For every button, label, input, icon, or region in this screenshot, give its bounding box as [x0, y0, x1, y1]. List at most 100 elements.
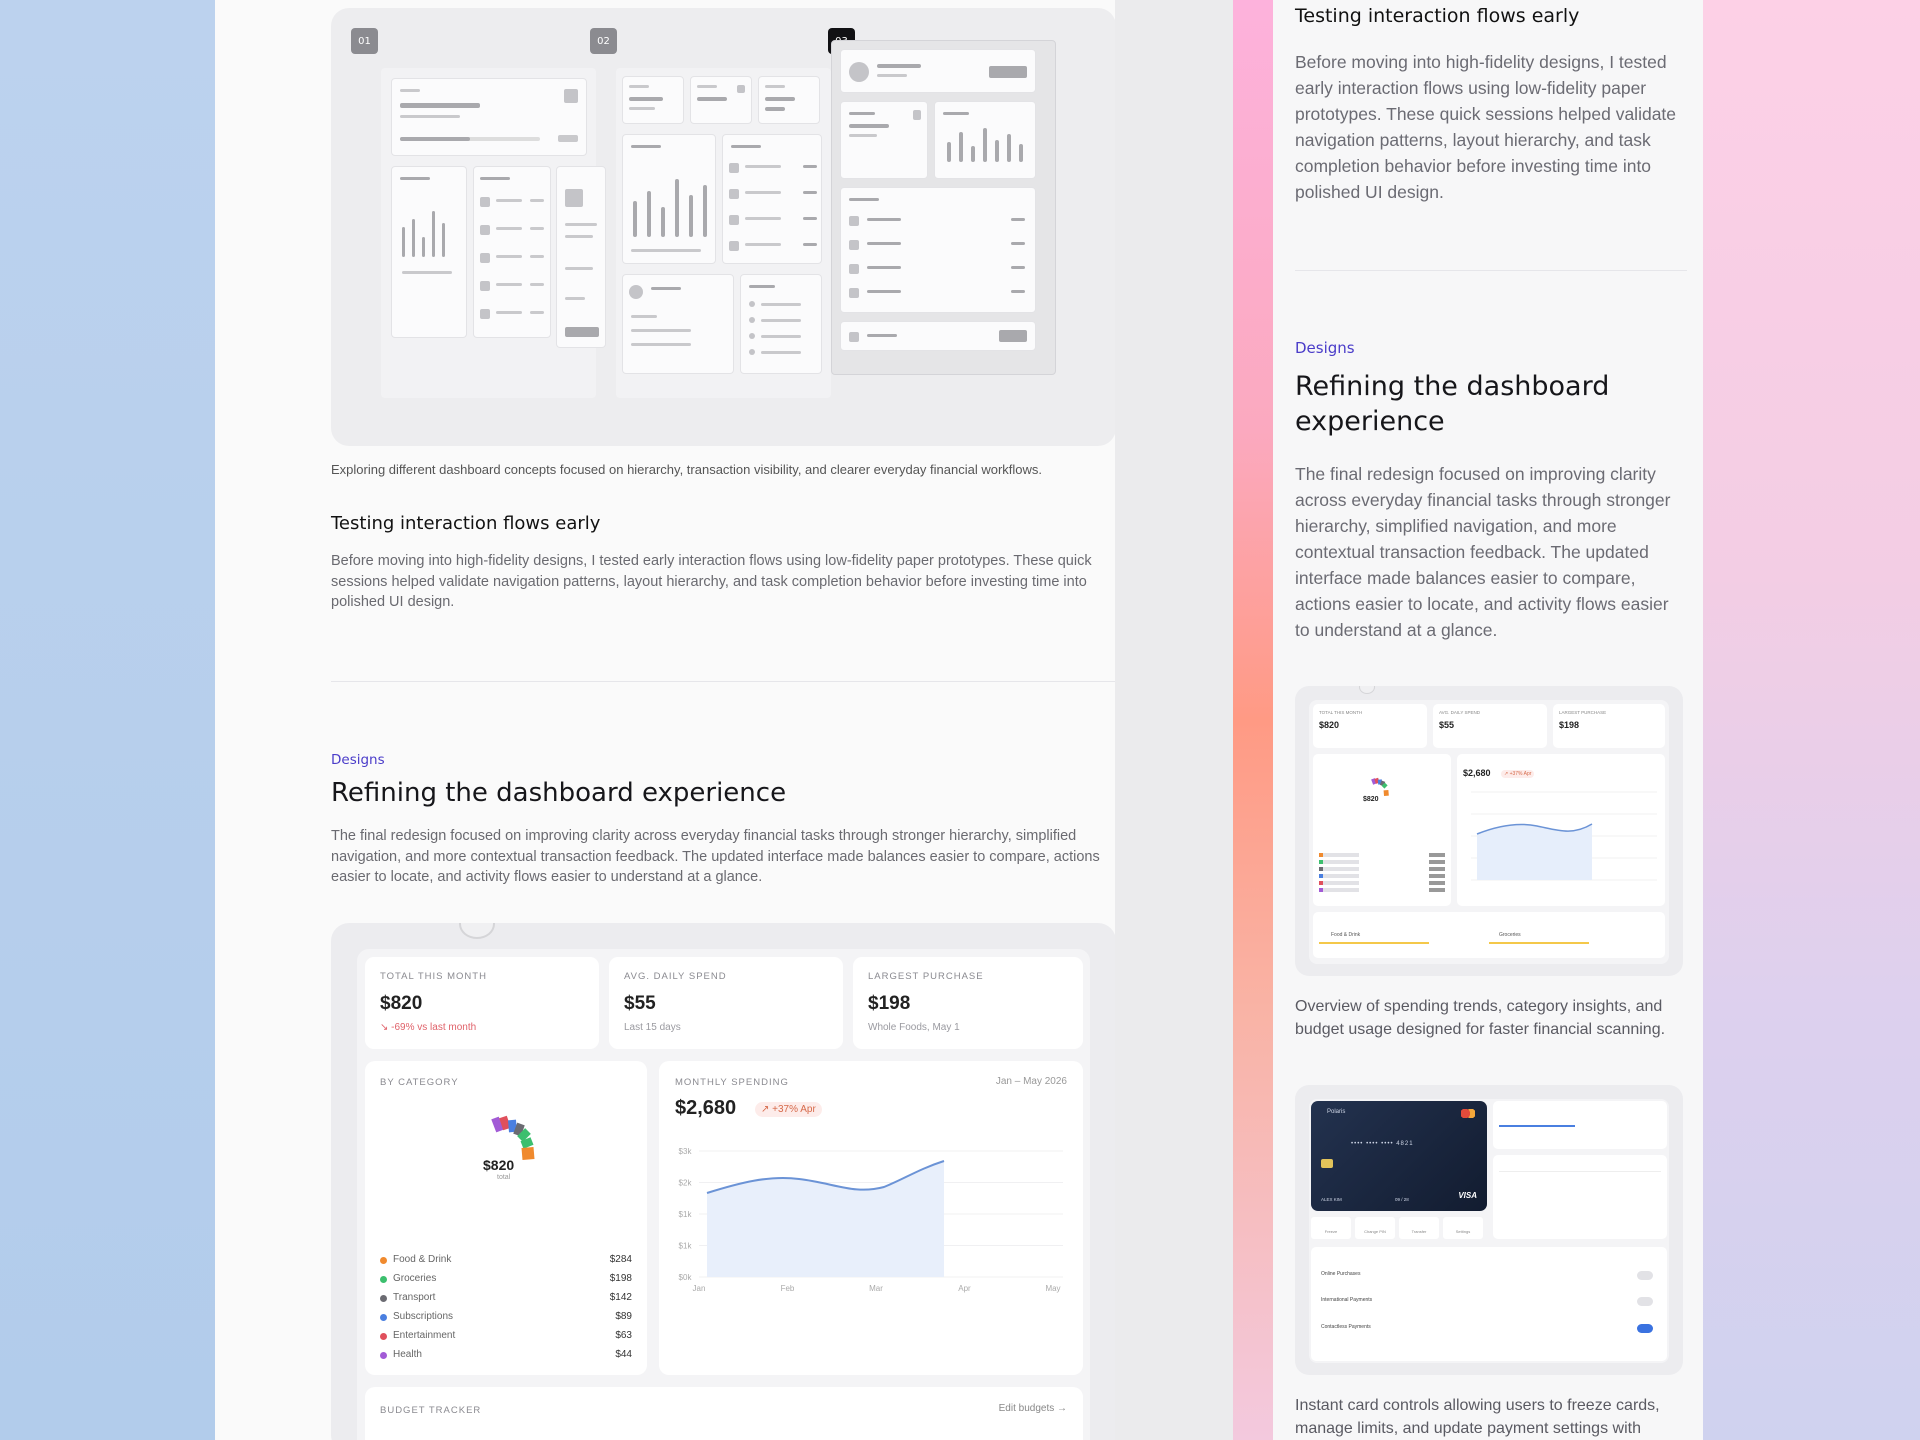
chart-series-line [706, 1160, 945, 1194]
background-gap [1115, 0, 1233, 1440]
chip-icon [1321, 1159, 1333, 1168]
r-card-controls-caption: Instant card controls allowing users to … [1295, 1397, 1660, 1437]
chart-area [707, 1161, 944, 1277]
category-legend-row: Subscriptions $89 [380, 1311, 632, 1325]
r-device-notch [1359, 686, 1375, 694]
legend-value: $198 [609, 1273, 632, 1284]
r-kpi-largest: LARGEST PURCHASE $198 [1553, 704, 1665, 748]
designs-body: The final redesign focused on improving … [331, 828, 1100, 885]
category-total: $820 [483, 1157, 515, 1173]
legend-name: Subscriptions [393, 1311, 454, 1322]
mastercard-icon [1461, 1109, 1475, 1118]
wireframe-badge-02: 02 [590, 28, 617, 54]
edit-budgets-link[interactable]: Edit budgets → [998, 1403, 1067, 1414]
card-controls-mockup: Polaris •••• •••• •••• 4821 ALEX KIM 09 … [1295, 1085, 1683, 1375]
r-designs-eyebrow: Designs [1295, 339, 1355, 357]
legend-dot [380, 1333, 387, 1340]
monthly-range: Jan – May 2026 [995, 1076, 1067, 1087]
toggle-online-purchases-label: Online Purchases [1321, 1271, 1361, 1277]
dashboard-mockup: TOTAL THIS MONTH $820 ↘ -69% vs last mon… [331, 923, 1115, 1440]
chart-y-tick: $0k [679, 1273, 693, 1282]
chart-x-tick: Mar [869, 1284, 883, 1293]
toggle-international[interactable] [1637, 1297, 1653, 1306]
toggle-online-purchases[interactable] [1637, 1271, 1653, 1280]
legend-value: $284 [609, 1254, 632, 1265]
monthly-delta-badge: ↗ +37% Apr [755, 1102, 822, 1117]
chart-x-tick: May [1045, 1284, 1060, 1293]
legend-dot [380, 1295, 387, 1302]
toggle-contactless[interactable] [1637, 1324, 1653, 1333]
r-kpi-total: TOTAL THIS MONTH $820 [1313, 704, 1427, 748]
chart-x-tick: Feb [781, 1284, 795, 1293]
kpi-avg-daily: AVG. DAILY SPEND $55 Last 15 days [609, 957, 843, 1049]
budget-tracker-card: BUDGET TRACKER Edit budgets → [365, 1387, 1083, 1440]
legend-dot [380, 1257, 387, 1264]
category-legend-row: Entertainment $63 [380, 1330, 632, 1344]
wireframe-badge-01: 01 [351, 28, 378, 54]
card-spend-panel [1493, 1101, 1667, 1149]
chart-y-tick: $1k [679, 1210, 693, 1219]
designs-title: Refining the dashboard experience [331, 778, 787, 808]
monthly-spending-card: MONTHLY SPENDING Jan – May 2026 $2,680 ↗… [659, 1061, 1083, 1375]
by-category-card: BY CATEGORY $820 total Food & Drink $284 G… [365, 1061, 647, 1375]
wireframes-mockup: 01 02 03 [331, 8, 1115, 446]
chart-y-tick: $2k [679, 1179, 693, 1188]
r-dashboard-caption: Overview of spending trends, category in… [1295, 998, 1666, 1038]
device-notch [459, 923, 495, 939]
monthly-value: $2,680 [675, 1097, 737, 1119]
r-category-legend [1319, 850, 1445, 895]
credit-card: Polaris •••• •••• •••• 4821 ALEX KIM 09 … [1311, 1101, 1487, 1211]
legend-value: $63 [615, 1330, 632, 1341]
r-dashboard-mockup: TOTAL THIS MONTH $820 AVG. DAILY SPEND $… [1295, 686, 1683, 976]
legend-dot [380, 1276, 387, 1283]
toggle-contactless-label: Contactless Payments [1321, 1324, 1371, 1330]
category-total-sub: total [497, 1174, 511, 1181]
category-legend-row: Transport $142 [380, 1292, 632, 1306]
legend-name: Transport [393, 1292, 436, 1303]
r-designs-body: The final redesign focused on improving … [1295, 464, 1671, 640]
right-content-panel: Testing interaction flows early Before m… [1273, 0, 1703, 1440]
legend-name: Food & Drink [393, 1254, 452, 1265]
wireframe-3 [831, 40, 1056, 375]
r-divider [1295, 270, 1687, 271]
category-legend-row: Groceries $198 [380, 1273, 632, 1287]
designs-eyebrow: Designs [331, 752, 385, 768]
testing-title: Testing interaction flows early [331, 513, 601, 534]
testing-body: Before moving into high-fidelity designs… [331, 553, 1092, 610]
legend-name: Health [393, 1349, 422, 1360]
category-legend-row: Health $44 [380, 1349, 632, 1363]
chart-x-tick: Jan [693, 1284, 706, 1293]
legend-dot [380, 1352, 387, 1359]
background-left [0, 0, 215, 1440]
settings-button[interactable]: Settings [1443, 1217, 1483, 1239]
kpi-largest-purchase: LARGEST PURCHASE $198 Whole Foods, May 1 [853, 957, 1083, 1049]
r-monthly-card: $2,680 ↗ +37% Apr [1457, 754, 1665, 906]
category-donut [491, 1115, 535, 1160]
chart-y-tick: $3k [679, 1147, 693, 1156]
legend-name: Groceries [393, 1273, 437, 1284]
chart-x-tick: Apr [958, 1284, 971, 1293]
toggle-international-label: International Payments [1321, 1297, 1373, 1303]
card-status-panel [1493, 1155, 1667, 1239]
r-testing-title: Testing interaction flows early [1295, 5, 1580, 27]
legend-dot [380, 1314, 387, 1321]
wireframe-2 [616, 68, 831, 398]
card-actions: Freeze Change PIN Transfer Settings [1311, 1217, 1487, 1239]
freeze-button[interactable]: Freeze [1311, 1217, 1351, 1239]
legend-value: $89 [615, 1311, 632, 1322]
spending-controls-panel: Online Purchases International Payments … [1311, 1247, 1667, 1361]
wireframe-1 [381, 68, 606, 398]
background-gradient-strip [1233, 0, 1273, 1440]
r-category-card: $820 [1313, 754, 1451, 906]
transfer-button[interactable]: Transfer [1399, 1217, 1439, 1239]
wireframes-caption: Exploring different dashboard concepts f… [331, 462, 1043, 477]
r-designs-title: Refining the dashboard experience [1295, 371, 1610, 437]
change-pin-button[interactable]: Change PIN [1355, 1217, 1395, 1239]
background-right [1703, 0, 1920, 1440]
chart-y-tick: $1k [679, 1242, 693, 1251]
legend-value: $44 [615, 1349, 632, 1360]
kpi-total: TOTAL THIS MONTH $820 ↘ -69% vs last mon… [365, 957, 599, 1049]
legend-value: $142 [609, 1292, 632, 1303]
category-legend-row: Food & Drink $284 [380, 1254, 632, 1268]
